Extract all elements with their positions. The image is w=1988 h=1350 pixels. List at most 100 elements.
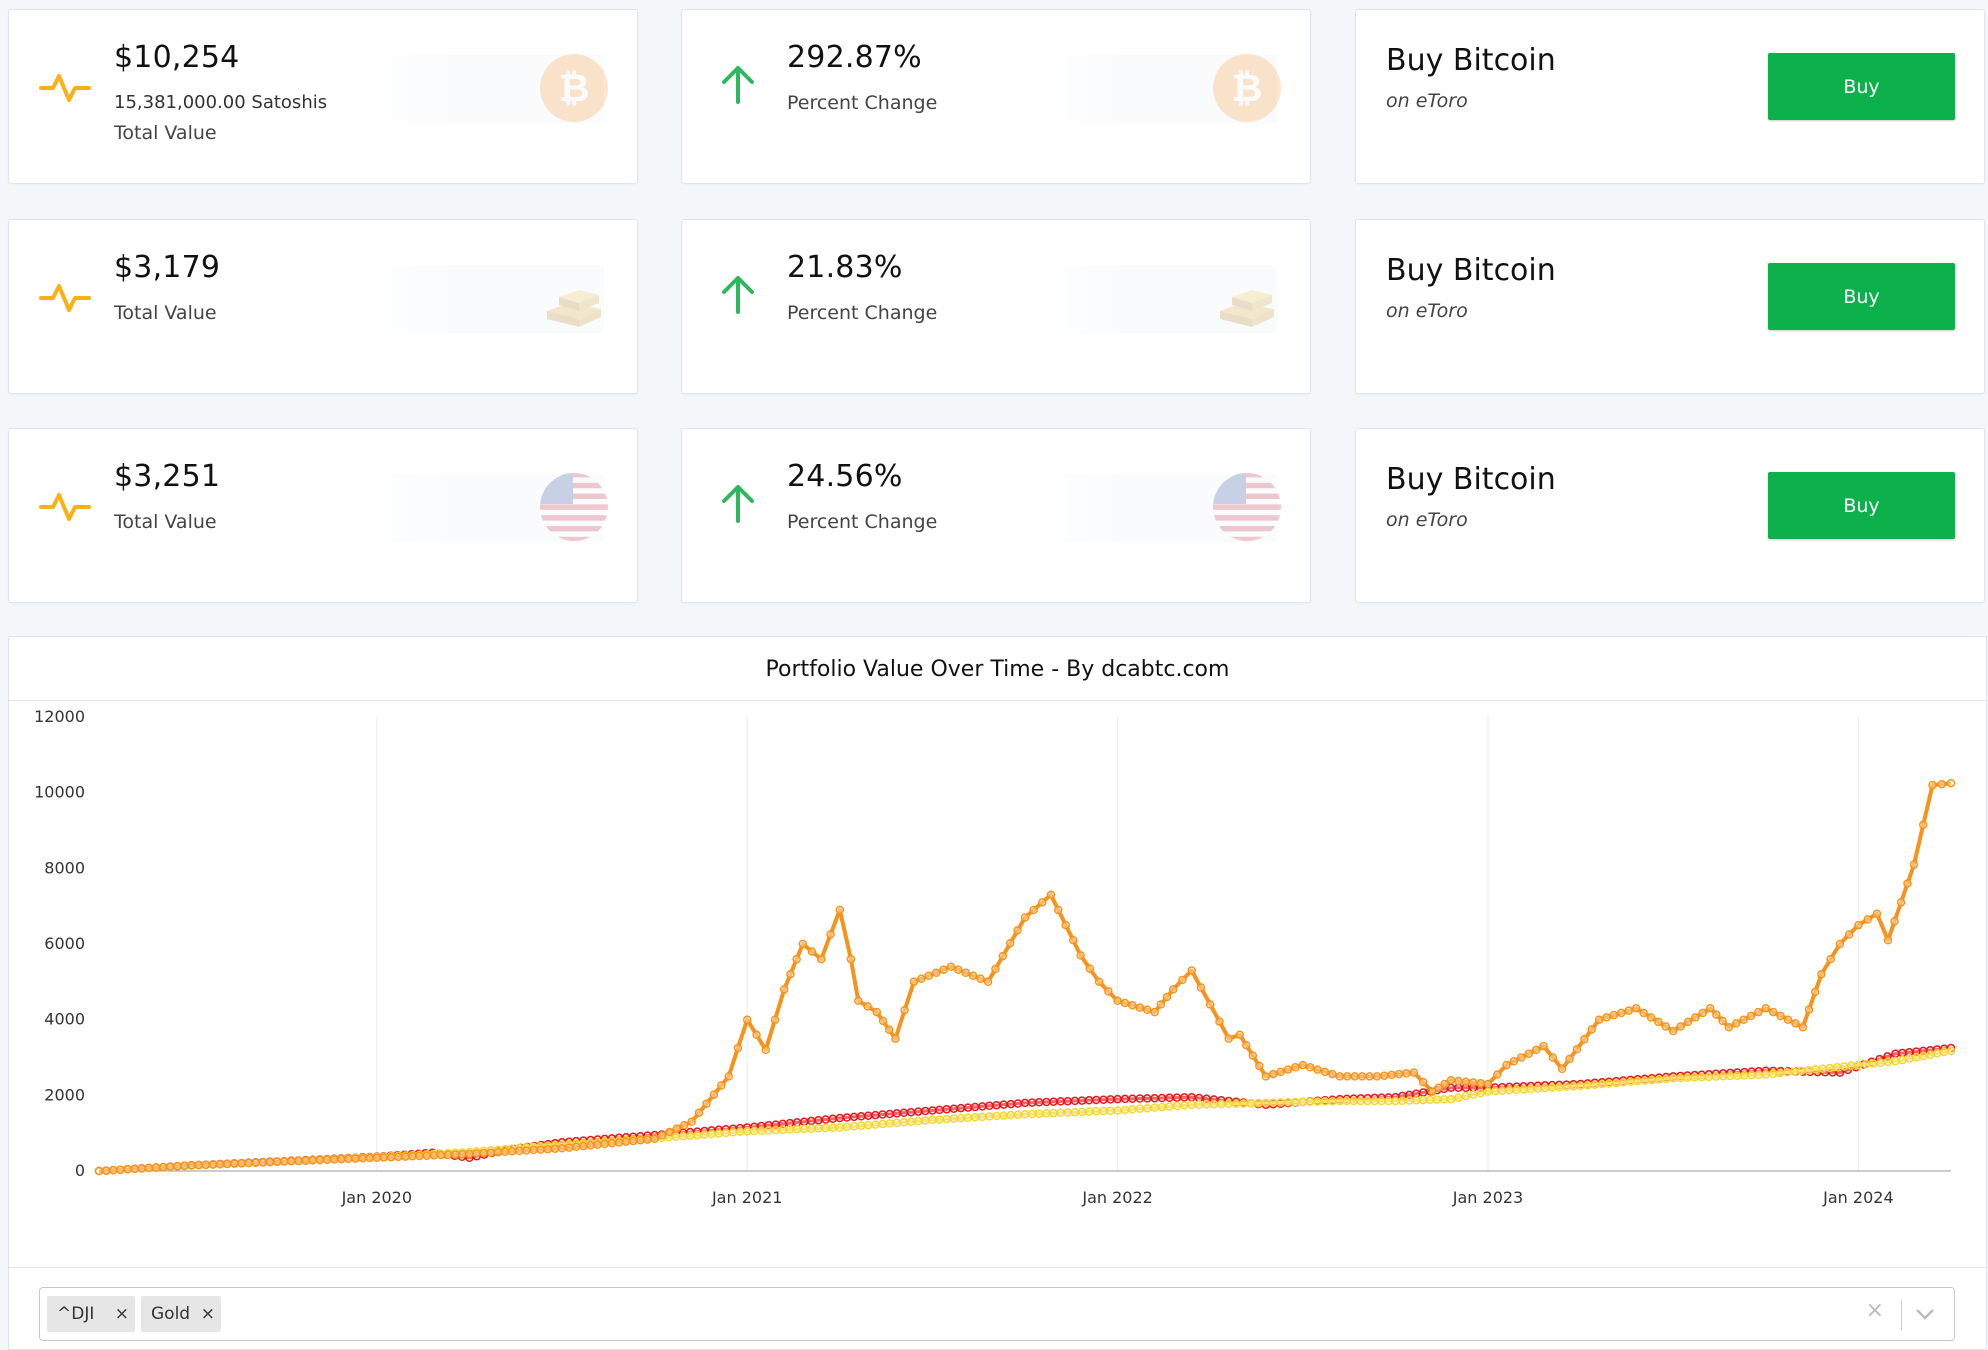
- data-point: [864, 1111, 873, 1120]
- data-point: [1094, 977, 1104, 987]
- clear-all-icon[interactable]: ×: [1865, 1298, 1884, 1323]
- data-point: [913, 1116, 923, 1126]
- arrow-up-icon: [722, 66, 754, 104]
- data-point: [1128, 1105, 1137, 1114]
- data-point: [885, 1119, 894, 1128]
- data-point: [151, 1163, 161, 1172]
- data-point: [842, 1113, 852, 1122]
- total-value-card-gold: $3,179 Total Value: [8, 219, 638, 394]
- data-point: [237, 1159, 246, 1168]
- chip-remove-icon[interactable]: ×: [114, 1304, 129, 1324]
- pulse-icon: [39, 284, 91, 312]
- data-point: [1099, 1106, 1108, 1116]
- data-point: [714, 1129, 723, 1138]
- data-point: [946, 962, 956, 971]
- data-point: [814, 1124, 823, 1133]
- chart-header: Portfolio Value Over Time - By dcabtc.co…: [9, 637, 1986, 701]
- data-point: [835, 1123, 845, 1132]
- data-point: [1128, 1094, 1137, 1103]
- buy-bitcoin-card: Buy Bitcoin on eToro Buy: [1355, 9, 1985, 184]
- data-point: [798, 939, 808, 949]
- arrow-up-icon: [722, 276, 754, 314]
- data-point: [1676, 1022, 1685, 1031]
- data-point: [863, 1002, 872, 1011]
- data-point: [750, 1126, 759, 1136]
- chevron-down-icon[interactable]: [1914, 1303, 1936, 1325]
- data-point: [1215, 1017, 1224, 1026]
- data-point: [1084, 1107, 1094, 1116]
- data-point: [817, 954, 826, 964]
- data-point: [792, 1124, 802, 1134]
- data-point: [1654, 1075, 1664, 1084]
- buy-button[interactable]: Buy: [1768, 263, 1955, 330]
- data-point: [935, 1105, 944, 1115]
- data-point: [1172, 1101, 1182, 1111]
- data-point: [1918, 1051, 1928, 1061]
- buy-button[interactable]: Buy: [1768, 472, 1955, 539]
- data-point: [1157, 1093, 1167, 1103]
- data-point: [1640, 1076, 1649, 1085]
- buy-button[interactable]: Buy: [1768, 53, 1955, 120]
- data-point: [1313, 1065, 1322, 1074]
- data-point: [222, 1159, 232, 1169]
- chip-remove-icon[interactable]: ×: [200, 1304, 215, 1324]
- data-point: [931, 968, 941, 978]
- data-point: [1876, 1058, 1885, 1068]
- percent-change-label: Percent Change: [787, 511, 938, 533]
- data-point: [1099, 1095, 1108, 1104]
- data-point: [1740, 1071, 1749, 1080]
- data-point: [985, 1101, 994, 1111]
- us-flag-icon: [540, 473, 608, 541]
- data-point: [1676, 1073, 1685, 1083]
- data-point: [1365, 1072, 1374, 1081]
- data-point: [1291, 1097, 1300, 1107]
- data-point: [465, 1149, 474, 1159]
- data-point: [864, 1120, 873, 1130]
- data-point: [1533, 1084, 1543, 1093]
- data-point: [358, 1154, 367, 1163]
- data-point: [1854, 1060, 1863, 1070]
- data-point: [1434, 1083, 1443, 1093]
- data-point: [301, 1156, 310, 1165]
- data-point: [892, 1118, 902, 1128]
- data-point: [1661, 1022, 1671, 1031]
- data-point: [849, 1122, 859, 1131]
- data-point: [1797, 1066, 1806, 1076]
- data-point: [1791, 1019, 1800, 1028]
- data-point: [1861, 1060, 1871, 1069]
- data-point: [1063, 1108, 1072, 1117]
- data-point: [1547, 1083, 1557, 1092]
- asset-multiselect[interactable]: ^DJI × Gold × ×: [39, 1287, 1955, 1341]
- data-point: [1342, 1096, 1352, 1106]
- data-point: [733, 1043, 743, 1053]
- data-point: [1013, 926, 1022, 935]
- data-point: [1754, 1070, 1763, 1080]
- chart-footer-divider: [9, 1267, 1986, 1268]
- data-point: [1242, 1040, 1251, 1050]
- data-point: [1739, 1015, 1748, 1024]
- data-point: [1428, 1087, 1437, 1096]
- data-point: [1597, 1079, 1607, 1089]
- data-point: [891, 1034, 900, 1043]
- data-point: [1120, 1094, 1130, 1104]
- data-point: [1768, 1069, 1778, 1079]
- data-point: [814, 1115, 823, 1125]
- data-point: [702, 1099, 711, 1108]
- gold-bars-icon: [1220, 290, 1274, 327]
- data-point: [709, 1090, 719, 1099]
- data-point: [1461, 1077, 1471, 1086]
- data-point: [963, 1113, 973, 1122]
- data-point: [1718, 1072, 1728, 1081]
- data-point: [165, 1162, 175, 1171]
- data-point: [826, 930, 835, 939]
- data-point: [999, 1111, 1008, 1120]
- data-point: [786, 970, 795, 979]
- data-point: [1168, 985, 1178, 994]
- data-point: [1387, 1070, 1396, 1080]
- series-line: [98, 781, 1952, 1173]
- data-point: [315, 1155, 325, 1165]
- data-point: [1113, 996, 1122, 1006]
- data-point: [1162, 992, 1172, 1002]
- data-point: [486, 1148, 496, 1157]
- data-point: [1106, 1095, 1115, 1104]
